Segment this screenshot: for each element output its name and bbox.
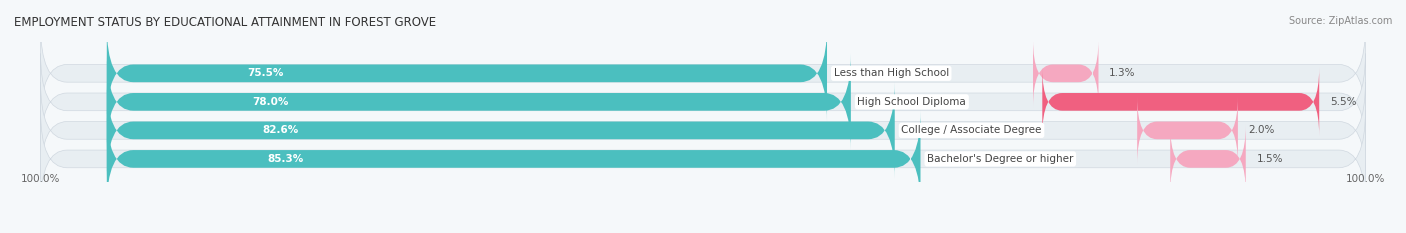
- Text: Less than High School: Less than High School: [834, 68, 949, 78]
- Legend: In Labor Force, Unemployed: In Labor Force, Unemployed: [606, 231, 800, 233]
- Text: Source: ZipAtlas.com: Source: ZipAtlas.com: [1288, 16, 1392, 26]
- FancyBboxPatch shape: [107, 111, 921, 207]
- FancyBboxPatch shape: [1033, 39, 1098, 107]
- Text: 75.5%: 75.5%: [247, 68, 284, 78]
- FancyBboxPatch shape: [1042, 68, 1319, 136]
- Text: 1.3%: 1.3%: [1109, 68, 1136, 78]
- Text: EMPLOYMENT STATUS BY EDUCATIONAL ATTAINMENT IN FOREST GROVE: EMPLOYMENT STATUS BY EDUCATIONAL ATTAINM…: [14, 16, 436, 29]
- Text: 1.5%: 1.5%: [1257, 154, 1282, 164]
- Text: 100.0%: 100.0%: [1346, 175, 1385, 185]
- Text: 82.6%: 82.6%: [262, 125, 298, 135]
- FancyBboxPatch shape: [41, 82, 1365, 179]
- Text: 5.5%: 5.5%: [1330, 97, 1357, 107]
- Text: Bachelor's Degree or higher: Bachelor's Degree or higher: [927, 154, 1074, 164]
- Text: High School Diploma: High School Diploma: [858, 97, 966, 107]
- FancyBboxPatch shape: [1137, 96, 1237, 164]
- FancyBboxPatch shape: [41, 111, 1365, 207]
- Text: 2.0%: 2.0%: [1249, 125, 1275, 135]
- FancyBboxPatch shape: [41, 25, 1365, 122]
- Text: 100.0%: 100.0%: [21, 175, 60, 185]
- FancyBboxPatch shape: [107, 54, 851, 150]
- FancyBboxPatch shape: [107, 25, 827, 122]
- Text: 78.0%: 78.0%: [252, 97, 288, 107]
- FancyBboxPatch shape: [41, 54, 1365, 150]
- FancyBboxPatch shape: [107, 82, 894, 179]
- FancyBboxPatch shape: [1170, 125, 1246, 193]
- Text: 85.3%: 85.3%: [267, 154, 304, 164]
- Text: College / Associate Degree: College / Associate Degree: [901, 125, 1042, 135]
